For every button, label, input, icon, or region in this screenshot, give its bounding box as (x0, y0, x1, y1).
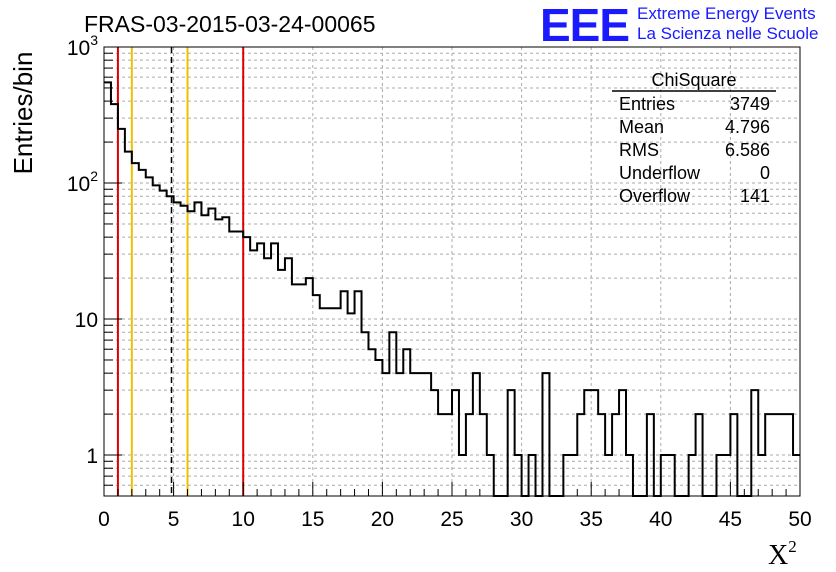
stats-row-value: 4.796 (725, 117, 770, 137)
stats-row-label: Entries (619, 94, 675, 114)
stats-row-label: RMS (619, 140, 659, 160)
y-tick-label-exponent: 2 (90, 168, 98, 184)
stats-row-value: 141 (740, 186, 770, 206)
x-tick-label: 0 (98, 508, 110, 531)
stats-box-title: ChiSquare (651, 70, 736, 90)
x-tick-label: 5 (168, 508, 180, 531)
stats-row-value: 3749 (730, 94, 770, 114)
eee-logo-line2: La Scienza nelle Scuole (637, 24, 819, 43)
y-tick-label: 1 (86, 445, 98, 468)
y-tick-label: 103 (67, 32, 98, 60)
stats-box: ChiSquare Entries 3749 Mean 4.796 RMS 6.586 Un… (612, 70, 776, 206)
y-tick-label: 10 (75, 309, 98, 332)
stats-row-label: Mean (619, 117, 664, 137)
x-tick-label: 25 (440, 508, 463, 531)
chart-title: FRAS-03-2015-03-24-00065 (84, 11, 376, 37)
reference-lines (116, 47, 245, 496)
x-tick-label: 40 (649, 508, 672, 531)
x-tick-label: 45 (719, 508, 742, 531)
stats-row-label: Overflow (619, 186, 691, 206)
y-tick-label-base: 10 (67, 173, 90, 196)
x-axis-label-superscript: 2 (788, 537, 797, 556)
y-tick-label-exponent: 3 (90, 32, 98, 48)
stats-row-label: Underflow (619, 163, 701, 183)
x-axis: 0 5 10 15 20 25 30 35 40 45 50 (98, 482, 812, 531)
x-tick-label: 35 (580, 508, 603, 531)
stats-row-value: 0 (760, 163, 770, 183)
eee-logo-line1: Extreme Energy Events (637, 4, 816, 23)
histogram-line (104, 81, 800, 497)
x-axis-label-base: X (768, 540, 788, 571)
stats-row-value: 6.586 (725, 140, 770, 160)
y-axis-label: Entries/bin (8, 52, 38, 175)
y-tick-label-base: 10 (67, 37, 90, 60)
y-tick-label: 102 (67, 168, 98, 196)
x-tick-label: 15 (301, 508, 324, 531)
eee-logo-mark: EEE (540, 0, 630, 51)
x-tick-label: 20 (371, 508, 394, 531)
x-tick-label: 50 (788, 508, 811, 531)
x-tick-label: 30 (510, 508, 533, 531)
x-tick-label: 10 (232, 508, 255, 531)
x-axis-label: X2 (768, 537, 797, 571)
